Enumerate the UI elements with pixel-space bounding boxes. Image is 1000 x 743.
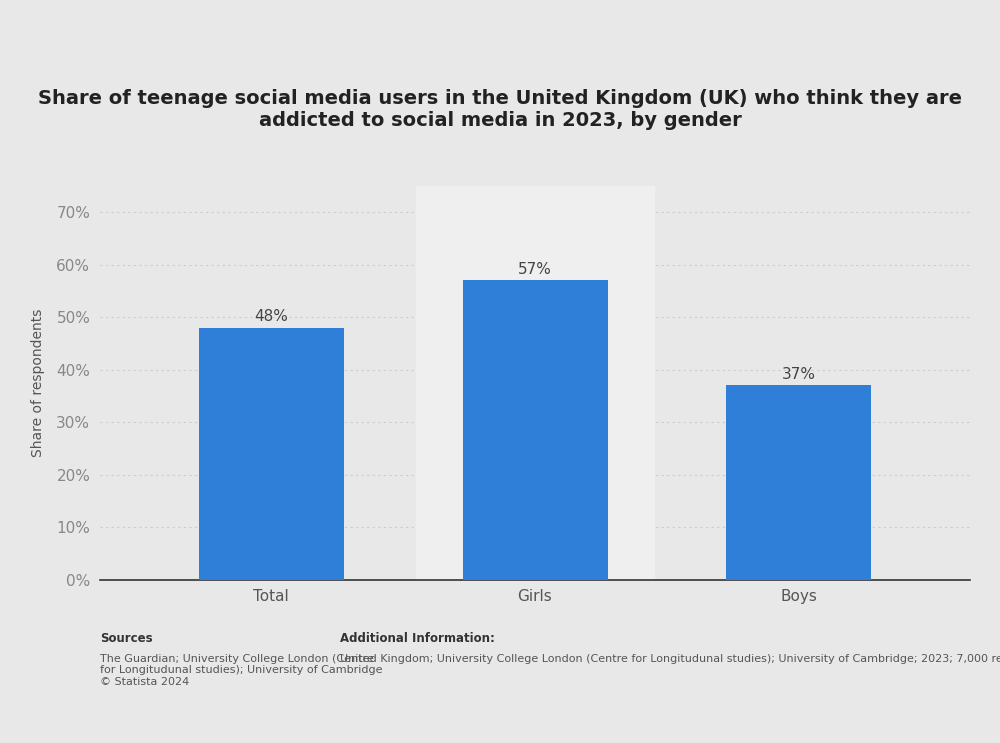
Bar — [199, 328, 344, 580]
Text: Share of teenage social media users in the United Kingdom (UK) who think they ar: Share of teenage social media users in t… — [38, 89, 962, 130]
Text: 48%: 48% — [254, 309, 288, 325]
Text: United Kingdom; University College London (Centre for Longitudunal studies); Uni: United Kingdom; University College Londo… — [340, 654, 1000, 663]
Bar — [416, 186, 654, 580]
Text: Additional Information:: Additional Information: — [340, 632, 495, 644]
Text: Sources: Sources — [100, 632, 153, 644]
Bar — [726, 386, 871, 580]
Text: 57%: 57% — [518, 262, 552, 277]
Bar — [462, 280, 608, 580]
Text: 37%: 37% — [782, 367, 816, 382]
Y-axis label: Share of respondents: Share of respondents — [31, 308, 45, 457]
Text: The Guardian; University College London (Centre
for Longitudunal studies); Unive: The Guardian; University College London … — [100, 654, 382, 687]
